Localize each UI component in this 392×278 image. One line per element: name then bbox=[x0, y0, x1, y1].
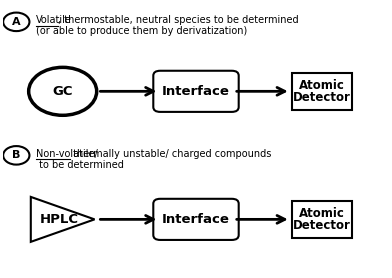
Text: (or able to produce them by derivatization): (or able to produce them by derivatizati… bbox=[36, 26, 247, 36]
Text: HPLC: HPLC bbox=[39, 213, 78, 226]
Circle shape bbox=[29, 67, 97, 115]
Text: B: B bbox=[12, 150, 20, 160]
FancyBboxPatch shape bbox=[292, 201, 352, 238]
Text: thermally unstable/ charged compounds: thermally unstable/ charged compounds bbox=[71, 149, 272, 159]
Text: Interface: Interface bbox=[162, 213, 230, 226]
FancyBboxPatch shape bbox=[153, 199, 239, 240]
Circle shape bbox=[3, 146, 29, 165]
Text: Non-volatile/: Non-volatile/ bbox=[36, 149, 97, 159]
Text: GC: GC bbox=[53, 85, 73, 98]
Text: Detector: Detector bbox=[293, 219, 350, 232]
Text: to be determined: to be determined bbox=[36, 160, 123, 170]
Text: Detector: Detector bbox=[293, 91, 350, 104]
Text: Volatile: Volatile bbox=[36, 16, 71, 26]
Text: Atomic: Atomic bbox=[299, 207, 345, 220]
FancyBboxPatch shape bbox=[153, 71, 239, 112]
Circle shape bbox=[3, 13, 29, 31]
Text: , thermostable, neutral species to be determined: , thermostable, neutral species to be de… bbox=[58, 16, 299, 26]
Polygon shape bbox=[31, 197, 94, 242]
FancyBboxPatch shape bbox=[292, 73, 352, 110]
Text: Atomic: Atomic bbox=[299, 79, 345, 92]
Text: Interface: Interface bbox=[162, 85, 230, 98]
Text: A: A bbox=[12, 17, 21, 27]
